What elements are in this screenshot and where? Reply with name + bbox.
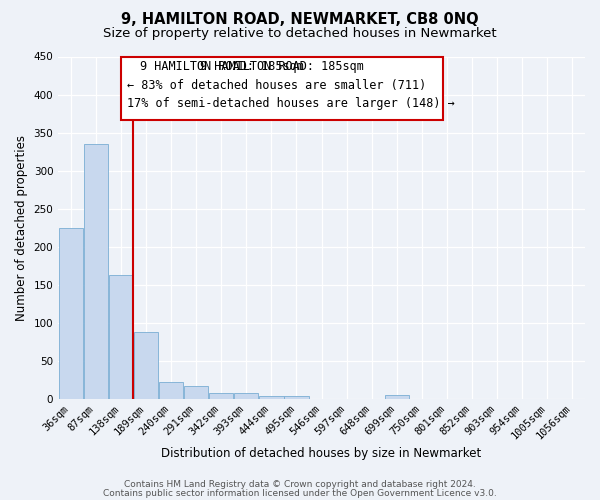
Bar (83, 144, 108, 399)
Bar (184, 386, 208, 398)
Bar (59, 228, 83, 398)
Text: Contains HM Land Registry data © Crown copyright and database right 2024.: Contains HM Land Registry data © Crown c… (124, 480, 476, 489)
Bar (259, 396, 284, 398)
Text: ← 83% of detached houses are smaller (711): ← 83% of detached houses are smaller (71… (127, 78, 426, 92)
Bar (385, 395, 409, 398)
Bar (109, 274, 133, 398)
Bar (209, 394, 233, 398)
Text: Contains public sector information licensed under the Open Government Licence v3: Contains public sector information licen… (103, 488, 497, 498)
Y-axis label: Number of detached properties: Number of detached properties (15, 134, 28, 320)
Bar (134, 332, 158, 398)
Text: 9 HAMILTON ROAD: 185sqm: 9 HAMILTON ROAD: 185sqm (140, 60, 304, 73)
Bar (234, 394, 259, 398)
Text: 9, HAMILTON ROAD, NEWMARKET, CB8 0NQ: 9, HAMILTON ROAD, NEWMARKET, CB8 0NQ (121, 12, 479, 28)
Text: 9 HAMILTON ROAD: 185sqm: 9 HAMILTON ROAD: 185sqm (200, 60, 364, 73)
X-axis label: Distribution of detached houses by size in Newmarket: Distribution of detached houses by size … (161, 447, 482, 460)
Bar (159, 382, 183, 398)
Text: 17% of semi-detached houses are larger (148) →: 17% of semi-detached houses are larger (… (127, 97, 454, 110)
Text: Size of property relative to detached houses in Newmarket: Size of property relative to detached ho… (103, 28, 497, 40)
Bar (121, 56, 443, 120)
Bar (284, 396, 308, 398)
